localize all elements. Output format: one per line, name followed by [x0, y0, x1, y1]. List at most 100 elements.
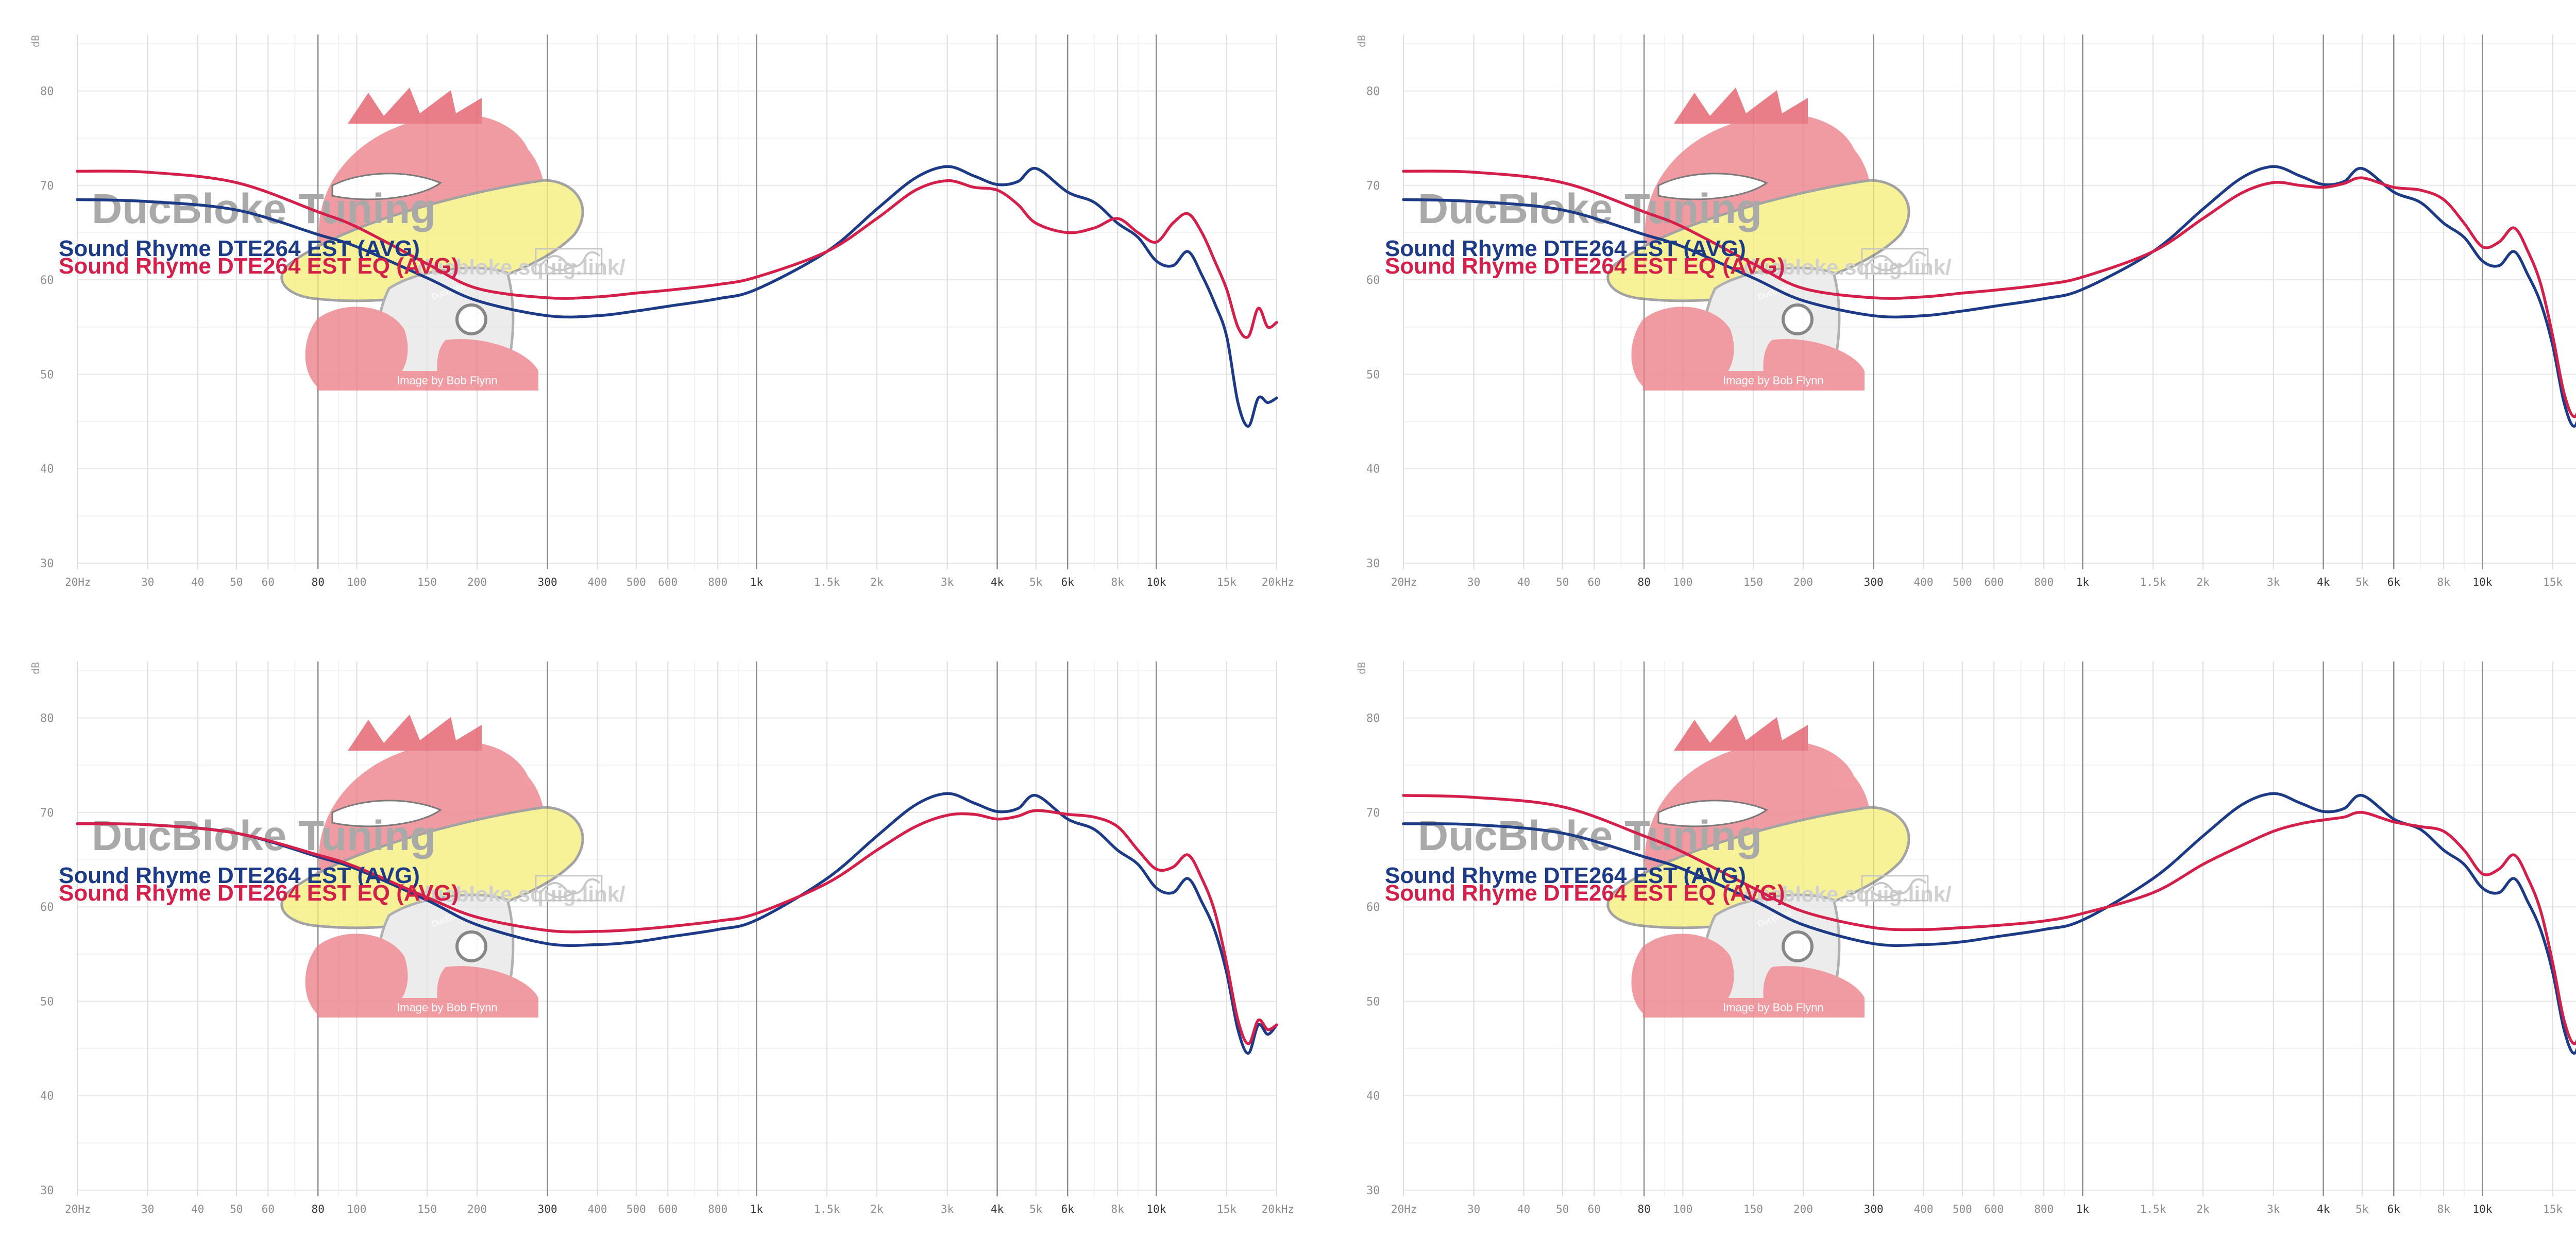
x-tick-label: 10k — [1146, 1203, 1166, 1215]
mascot-base — [1643, 998, 1865, 1018]
y-tick-label: 50 — [40, 368, 54, 381]
legend-entry-1: Sound Rhyme DTE264 EST (AVG) — [1385, 236, 1746, 261]
x-tick-label: 4k — [991, 576, 1004, 588]
mascot-crest — [348, 715, 482, 751]
x-tick-label: 30 — [1467, 576, 1480, 588]
y-tick-label: 30 — [1366, 557, 1380, 570]
mascot-button — [1782, 930, 1814, 962]
x-tick-label: 200 — [467, 576, 487, 588]
series-line-1 — [1402, 792, 2576, 1055]
chart-panel-2: 20Hz 30 40 50 60 80 100 150 200 300 400 500 600 800 1k… — [1326, 0, 2576, 627]
x-tick-label: 6k — [1061, 1203, 1075, 1215]
x-tick-label: 3k — [2267, 576, 2280, 588]
x-tick-label: 6k — [2387, 1203, 2401, 1215]
watermark-brand: DucBloke Tuning — [92, 185, 436, 232]
x-tick-label: 2k — [870, 1203, 884, 1215]
y-tick-label: 50 — [40, 995, 54, 1008]
y-tick-label: 60 — [40, 274, 54, 287]
frequency-response-chart: 20Hz 30 40 50 60 80 100 150 200 300 400 500 600 800 1k… — [29, 662, 1294, 1215]
x-tick-label: 1k — [750, 1203, 764, 1215]
y-tick-label: 60 — [40, 901, 54, 914]
y-unit-label: dB — [1355, 662, 1368, 674]
x-tick-label: 15k — [2543, 1203, 2563, 1215]
x-tick-label: 5k — [1029, 1203, 1043, 1215]
frequency-response-chart: 20Hz 30 40 50 60 80 100 150 200 300 400 500 600 800 1k… — [1355, 662, 2576, 1215]
squiglink-logo-frame — [535, 248, 603, 275]
series-line-2 — [1402, 170, 2576, 418]
x-tick-label: 60 — [1588, 1203, 1601, 1215]
y-tick-label: 60 — [1366, 901, 1380, 914]
mascot-crest — [1674, 715, 1808, 751]
y-tick-label: 30 — [40, 557, 54, 570]
chart-panel-4: 20Hz 30 40 50 60 80 100 150 200 300 400 500 600 800 1k… — [1326, 627, 2576, 1254]
legend-entry-2: Sound Rhyme DTE264 EST EQ (AVG) — [59, 880, 459, 906]
frequency-response-chart: 20Hz 30 40 50 60 80 100 150 200 300 400 500 600 800 1k… — [1355, 35, 2576, 588]
x-tick-label: 60 — [1588, 576, 1601, 588]
x-tick-label: 800 — [2034, 1203, 2054, 1215]
watermark-brand: DucBloke Tuning — [1418, 185, 1762, 232]
mascot-crest — [1674, 88, 1808, 124]
legend-entry-1: Sound Rhyme DTE264 EST (AVG) — [59, 863, 420, 888]
x-tick-label: 20kHz — [1262, 576, 1294, 588]
series-line-1 — [1402, 165, 2576, 428]
watermark-url: ducbloke.squig.link/ — [417, 882, 625, 906]
y-tick-label: 80 — [40, 713, 54, 725]
watermark-credit: Image by Bob Flynn — [397, 1001, 498, 1014]
squiglink-logo-curve — [1865, 251, 1927, 272]
x-tick-label: 500 — [626, 576, 646, 588]
mascot-beak — [1606, 806, 1910, 929]
x-tick-label: 80 — [312, 576, 325, 588]
x-tick-label: 2k — [870, 576, 884, 588]
x-tick-label: 4k — [991, 1203, 1004, 1215]
mascot-button — [1782, 303, 1814, 335]
x-tick-label: 150 — [417, 1203, 437, 1215]
mascot-beak — [280, 179, 584, 302]
x-tick-label: 50 — [230, 1203, 243, 1215]
squiglink-logo-frame — [1861, 875, 1929, 902]
x-tick-label: 50 — [1556, 576, 1569, 588]
x-tick-label: 30 — [141, 1203, 154, 1215]
mascot-button — [455, 930, 487, 962]
mascot-base — [1643, 371, 1865, 391]
mascot-crest — [348, 88, 482, 124]
x-tick-label: 1.5k — [814, 576, 840, 588]
x-tick-label: 20Hz — [65, 1203, 91, 1215]
y-tick-label: 30 — [1366, 1184, 1380, 1197]
x-tick-label: 20kHz — [1262, 1203, 1294, 1215]
y-tick-label: 40 — [40, 1090, 54, 1103]
x-tick-label: 400 — [588, 576, 607, 588]
x-tick-label: 150 — [417, 576, 437, 588]
mascot-arm-left — [305, 934, 408, 1013]
x-tick-label: 600 — [658, 576, 677, 588]
mascot-beak — [280, 806, 584, 929]
x-tick-label: 1k — [750, 576, 764, 588]
x-tick-label: 5k — [1029, 576, 1043, 588]
y-tick-label: 30 — [40, 1184, 54, 1197]
watermark-url: ducbloke.squig.link/ — [1743, 255, 1952, 279]
squiglink-logo — [1861, 248, 1929, 275]
x-tick-label: 2k — [2196, 1203, 2210, 1215]
x-tick-label: 100 — [1673, 1203, 1692, 1215]
x-tick-label: 50 — [230, 576, 243, 588]
x-tick-label: 600 — [1984, 1203, 2004, 1215]
series-line-2 — [76, 809, 1278, 1045]
legend-entry-1: Sound Rhyme DTE264 EST (AVG) — [59, 236, 420, 261]
x-tick-label: 8k — [2437, 576, 2451, 588]
x-tick-label: 40 — [1517, 1203, 1530, 1215]
y-tick-label: 70 — [40, 807, 54, 820]
x-tick-label: 800 — [708, 1203, 727, 1215]
x-tick-label: 1.5k — [814, 1203, 840, 1215]
y-tick-label: 50 — [1366, 368, 1380, 381]
x-tick-label: 40 — [191, 576, 204, 588]
x-tick-label: 1.5k — [2140, 576, 2166, 588]
x-tick-label: 300 — [1864, 1203, 1884, 1215]
squiglink-logo — [535, 875, 603, 902]
y-unit-label: dB — [1355, 35, 1368, 47]
chart-panel-3: 20Hz 30 40 50 60 80 100 150 200 300 400 500 600 800 1k… — [0, 627, 1326, 1254]
chart-panel-1: 20Hz 30 40 50 60 80 100 150 200 300 400 500 600 800 1k… — [0, 0, 1326, 627]
x-tick-label: 4k — [2317, 576, 2330, 588]
legend-entry-2: Sound Rhyme DTE264 EST EQ (AVG) — [59, 253, 459, 279]
